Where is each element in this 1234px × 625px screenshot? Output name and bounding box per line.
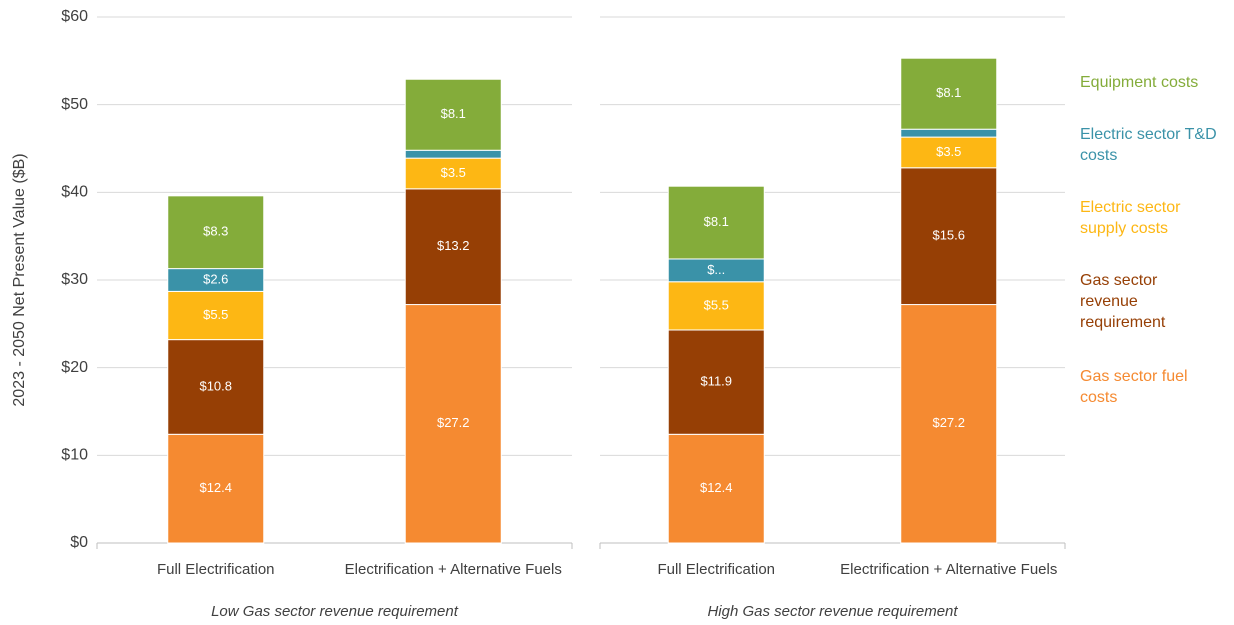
data-label: $5.5: [203, 307, 228, 322]
y-tick-label: $0: [70, 534, 88, 551]
data-label: $27.2: [932, 415, 965, 430]
data-label: $3.5: [441, 165, 466, 180]
bar-segment: [900, 167, 998, 306]
x-tick-label: Full Electrification: [657, 561, 775, 578]
bar-segment: [404, 78, 502, 151]
bar-segment: [404, 188, 502, 306]
y-tick-label: $50: [61, 96, 88, 113]
x-tick-label: Electrification + Alternative Fuels: [345, 561, 562, 578]
y-tick-label: $40: [61, 184, 88, 201]
bar-segment: [900, 128, 998, 138]
bar-segment: [900, 57, 998, 130]
data-label: $5.5: [704, 297, 729, 312]
panel-subtitle: Low Gas sector revenue requirement: [211, 603, 459, 620]
data-label: $2.6: [203, 271, 228, 286]
data-label: $3.5: [936, 144, 961, 159]
bar-segment: [404, 149, 502, 159]
y-tick-label: $10: [61, 447, 88, 464]
bar-segment: [667, 433, 765, 544]
legend-entry: Gas sector fuel costs: [1080, 368, 1188, 406]
bar-segment: [167, 195, 265, 270]
data-label: $13.2: [437, 238, 470, 253]
data-label: $10.8: [199, 378, 232, 393]
y-tick-label: $60: [61, 8, 88, 25]
legend-entry: Electric sector supply costs: [1080, 199, 1181, 237]
data-label: $...: [707, 262, 725, 277]
data-label: $8.1: [704, 214, 729, 229]
legend-entry: Equipment costs: [1080, 74, 1199, 91]
x-tick-label: Full Electrification: [157, 561, 275, 578]
data-label: $15.6: [932, 228, 965, 243]
y-tick-label: $30: [61, 271, 88, 288]
bar-segment: [404, 157, 502, 190]
data-label: $11.9: [700, 374, 732, 389]
bar-segment: [167, 290, 265, 341]
bar-segment: [167, 433, 265, 544]
bar-segment: [167, 339, 265, 435]
bar-segment: [900, 304, 998, 544]
panel-subtitle: High Gas sector revenue requirement: [707, 603, 958, 620]
legend-entry: Gas sector revenue requirement: [1080, 272, 1166, 331]
legend-entry: Electric sector T&D costs: [1080, 126, 1217, 164]
y-axis-label: 2023 - 2050 Net Present Value ($B): [11, 153, 28, 406]
bar-segment: [667, 329, 765, 435]
data-label: $8.1: [936, 85, 961, 100]
data-label: $8.3: [203, 224, 228, 239]
x-tick-label: Electrification + Alternative Fuels: [840, 561, 1057, 578]
bar-segment: [900, 136, 998, 169]
data-label: $8.1: [441, 106, 466, 121]
data-label: $27.2: [437, 415, 470, 430]
data-label: $12.4: [199, 480, 232, 495]
bar-segment: [404, 304, 502, 544]
bar-segment: [667, 185, 765, 260]
y-tick-label: $20: [61, 359, 88, 376]
data-label: $12.4: [700, 480, 733, 495]
